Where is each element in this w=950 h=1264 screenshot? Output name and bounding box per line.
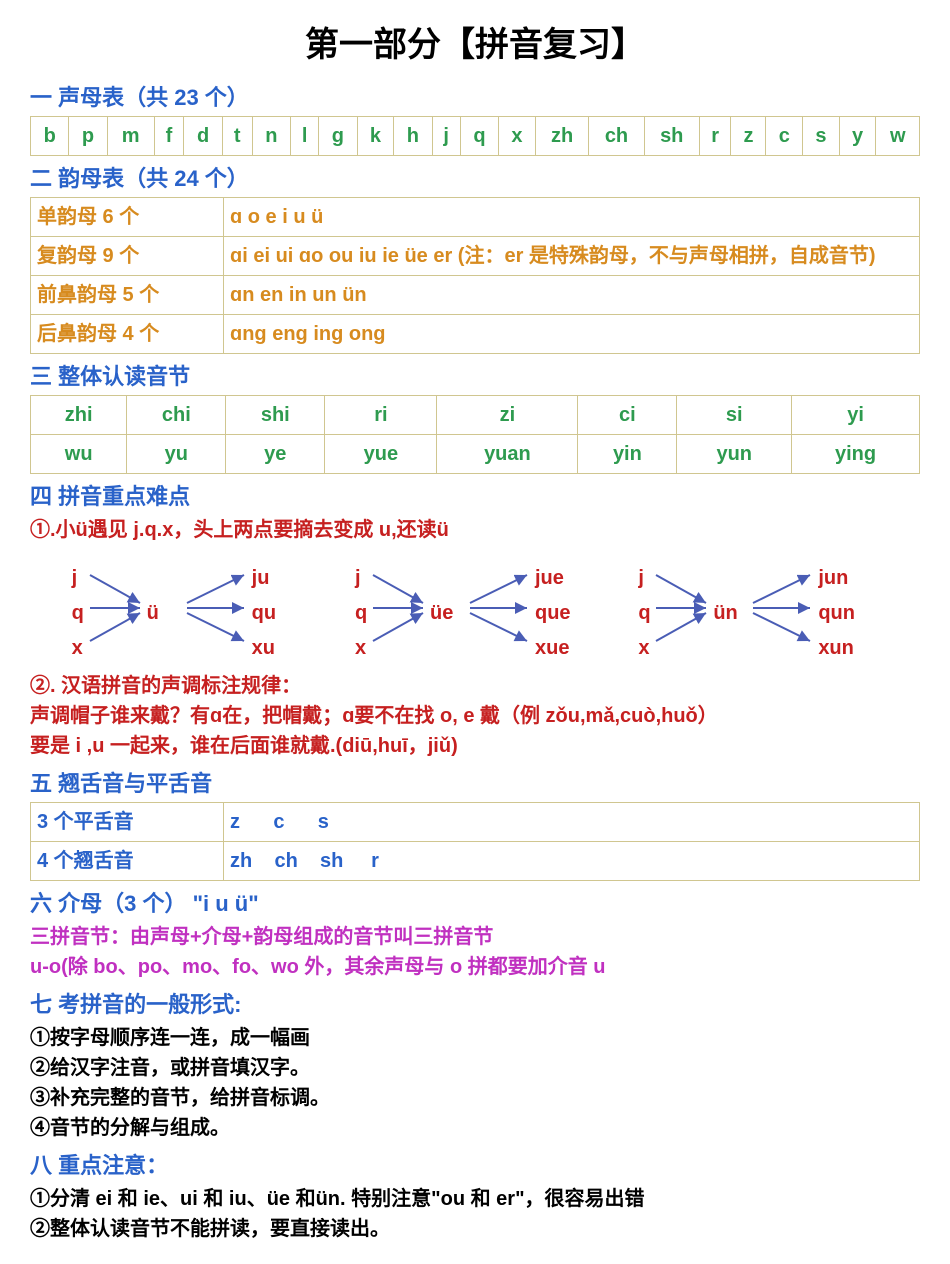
- diagram-cell: jqxünjunqunxun: [628, 553, 888, 663]
- diagram-cell: jqxüjuquxu: [62, 553, 322, 663]
- finals-table: 单韵母 6 个ɑ o e i u ü复韵母 9 个ɑi ei ui ɑo ou …: [30, 197, 920, 354]
- rule2b: 要是 i ,u 一起来，谁在后面谁就戴.(diū,huī，jiǔ): [30, 731, 920, 761]
- s6-line2: u-o(除 bo、po、mo、fo、wo 外，其余声母与 o 拼都要加介音 u: [30, 952, 920, 982]
- initial-cell: ch: [589, 117, 644, 156]
- finals-label: 复韵母 9 个: [31, 237, 224, 276]
- list-item: ①按字母顺序连一连，成一幅画: [30, 1023, 920, 1053]
- initial-cell: w: [876, 117, 920, 156]
- initial-cell: q: [460, 117, 498, 156]
- finals-content: ɑng eng ing ong: [224, 315, 920, 354]
- initial-cell: t: [222, 117, 252, 156]
- syllable-cell: yu: [127, 435, 226, 474]
- page-title: 第一部分【拼音复习】: [30, 20, 920, 71]
- section3-header: 三 整体认读音节: [30, 360, 920, 393]
- finals-content: ɑn en in un ün: [224, 276, 920, 315]
- syllable-cell: ye: [226, 435, 325, 474]
- syllable-cell: ying: [792, 435, 920, 474]
- rule2: ②. 汉语拼音的声调标注规律：: [30, 671, 920, 701]
- initial-cell: n: [252, 117, 290, 156]
- list-item: ③补充完整的音节，给拼音标调。: [30, 1083, 920, 1113]
- section8-header: 八 重点注意：: [30, 1149, 920, 1182]
- syllable-cell: chi: [127, 396, 226, 435]
- syllable-cell: zhi: [31, 396, 127, 435]
- initial-cell: sh: [644, 117, 699, 156]
- list-item: ①分清 ei 和 ie、ui 和 iu、üe 和ün. 特别注意"ou 和 er…: [30, 1184, 920, 1214]
- syllable-cell: shi: [226, 396, 325, 435]
- initial-cell: z: [731, 117, 766, 156]
- initial-cell: f: [154, 117, 184, 156]
- syllable-cell: yuan: [437, 435, 578, 474]
- initial-cell: m: [107, 117, 154, 156]
- section1-header: 一 声母表（共 23 个）: [30, 81, 920, 114]
- tongue-content: z c s: [224, 803, 920, 842]
- initial-cell: p: [69, 117, 107, 156]
- section7-header: 七 考拼音的一般形式:: [30, 988, 920, 1021]
- syllables-table: zhichishirizicisiyi wuyuyeyueyuanyinyuny…: [30, 395, 920, 474]
- finals-label: 前鼻韵母 5 个: [31, 276, 224, 315]
- tongue-label: 4 个翘舌音: [31, 842, 224, 881]
- list-item: ④音节的分解与组成。: [30, 1113, 920, 1143]
- diagram-cell: jqxüejuequexue: [345, 553, 605, 663]
- rule1: ①.小ü遇见 j.q.x，头上两点要摘去变成 u,还读ü: [30, 515, 920, 545]
- section5-header: 五 翘舌音与平舌音: [30, 767, 920, 800]
- initials-table: bpmfdtnlgkhjqxzhchshrzcsyw: [30, 116, 920, 156]
- syllable-cell: zi: [437, 396, 578, 435]
- initial-cell: r: [699, 117, 731, 156]
- tongue-content: zh ch sh r: [224, 842, 920, 881]
- section4-header: 四 拼音重点难点: [30, 480, 920, 513]
- rule2a: 声调帽子谁来戴？有ɑ在，把帽戴；ɑ要不在找 o, e 戴（例 zǒu,mǎ,cu…: [30, 701, 920, 731]
- initial-cell: j: [432, 117, 460, 156]
- syllable-cell: si: [677, 396, 792, 435]
- syllable-cell: wu: [31, 435, 127, 474]
- initial-cell: c: [766, 117, 803, 156]
- list-item: ②给汉字注音，或拼音填汉字。: [30, 1053, 920, 1083]
- syllable-cell: ci: [578, 396, 677, 435]
- section2-header: 二 韵母表（共 24 个）: [30, 162, 920, 195]
- initial-cell: b: [31, 117, 69, 156]
- section6-header: 六 介母（3 个） "i u ü": [30, 887, 920, 920]
- initial-cell: d: [184, 117, 222, 156]
- initial-cell: h: [394, 117, 432, 156]
- syllable-cell: yin: [578, 435, 677, 474]
- initial-cell: s: [803, 117, 840, 156]
- syllable-cell: ri: [325, 396, 437, 435]
- initial-cell: zh: [535, 117, 589, 156]
- finals-content: ɑ o e i u ü: [224, 198, 920, 237]
- diagram-row: jqxüjuquxujqxüejuequexuejqxünjunqunxun: [50, 553, 900, 663]
- initial-cell: k: [357, 117, 394, 156]
- finals-label: 单韵母 6 个: [31, 198, 224, 237]
- initial-cell: l: [291, 117, 319, 156]
- syllable-cell: yun: [677, 435, 792, 474]
- finals-label: 后鼻韵母 4 个: [31, 315, 224, 354]
- initial-cell: x: [499, 117, 536, 156]
- tongue-label: 3 个平舌音: [31, 803, 224, 842]
- initial-cell: g: [319, 117, 357, 156]
- tongue-table: 3 个平舌音z c s4 个翘舌音zh ch sh r: [30, 802, 920, 881]
- s6-line1: 三拼音节：由声母+介母+韵母组成的音节叫三拼音节: [30, 922, 920, 952]
- initial-cell: y: [839, 117, 876, 156]
- list-item: ②整体认读音节不能拼读，要直接读出。: [30, 1214, 920, 1244]
- syllable-cell: yue: [325, 435, 437, 474]
- finals-content: ɑi ei ui ɑo ou iu ie üe er (注：er 是特殊韵母，不…: [224, 237, 920, 276]
- syllable-cell: yi: [792, 396, 920, 435]
